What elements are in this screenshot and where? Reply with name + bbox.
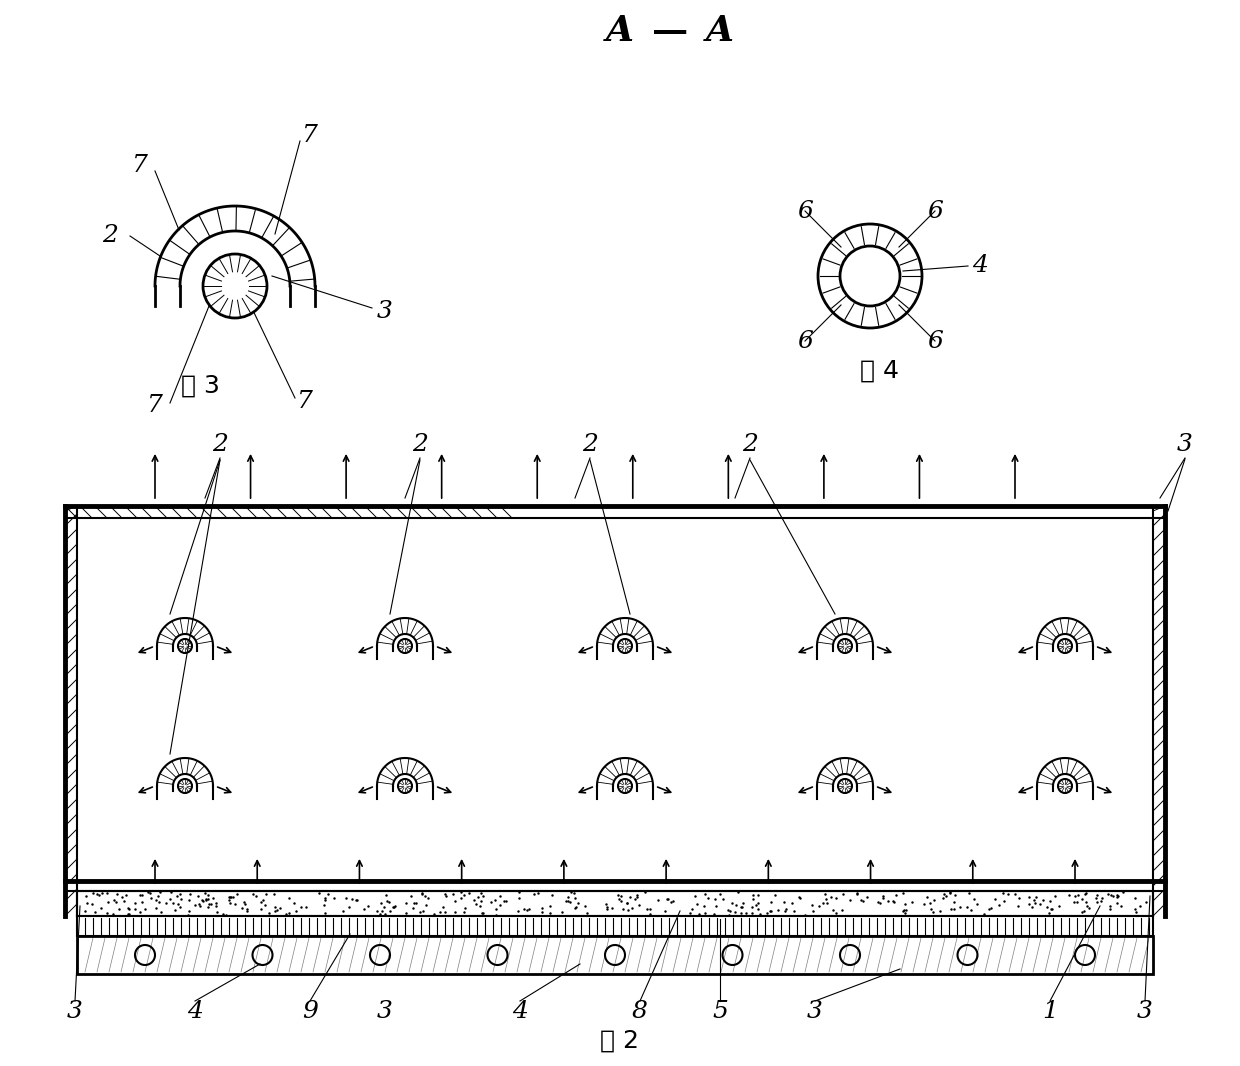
Text: 2: 2 [212, 433, 228, 456]
Text: 6: 6 [797, 199, 813, 223]
Text: 3: 3 [377, 1000, 393, 1022]
Circle shape [179, 779, 192, 793]
Text: 7: 7 [148, 394, 162, 418]
Text: 3: 3 [1177, 433, 1193, 456]
Text: 2: 2 [582, 433, 598, 456]
Text: 6: 6 [797, 329, 813, 353]
Text: 3: 3 [377, 300, 393, 323]
Circle shape [618, 639, 632, 653]
Polygon shape [155, 206, 315, 286]
Text: A: A [606, 14, 634, 48]
Circle shape [398, 639, 412, 653]
Text: 9: 9 [303, 1000, 317, 1022]
Text: 2: 2 [412, 433, 428, 456]
Text: 1: 1 [1042, 1000, 1058, 1022]
Circle shape [838, 639, 852, 653]
Circle shape [1058, 779, 1073, 793]
Circle shape [1058, 639, 1073, 653]
Text: 2: 2 [102, 225, 118, 247]
Text: —: — [652, 14, 688, 48]
Text: 4: 4 [972, 255, 988, 277]
Text: 4: 4 [187, 1000, 203, 1022]
Bar [77, 936, 1153, 974]
Text: 4: 4 [512, 1000, 528, 1022]
Text: 图 3: 图 3 [181, 374, 219, 398]
Text: 6: 6 [928, 329, 942, 353]
Text: 3: 3 [807, 1000, 823, 1022]
Circle shape [398, 779, 412, 793]
Text: 3: 3 [1137, 1000, 1153, 1022]
Text: 7: 7 [298, 389, 312, 413]
Text: 7: 7 [303, 125, 317, 147]
Text: 5: 5 [712, 1000, 728, 1022]
Text: A: A [706, 14, 734, 48]
Text: 7: 7 [133, 155, 148, 178]
Circle shape [618, 779, 632, 793]
Circle shape [179, 639, 192, 653]
Bar [77, 891, 1153, 916]
Text: 3: 3 [67, 1000, 83, 1022]
Text: 8: 8 [632, 1000, 649, 1022]
Circle shape [818, 224, 923, 328]
Circle shape [838, 779, 852, 793]
Circle shape [839, 246, 900, 306]
Text: 2: 2 [742, 433, 758, 456]
Bar [77, 916, 1153, 936]
Text: 图 2: 图 2 [600, 1029, 640, 1053]
Text: 6: 6 [928, 199, 942, 223]
Text: 图 4: 图 4 [861, 359, 899, 383]
Circle shape [203, 254, 267, 318]
